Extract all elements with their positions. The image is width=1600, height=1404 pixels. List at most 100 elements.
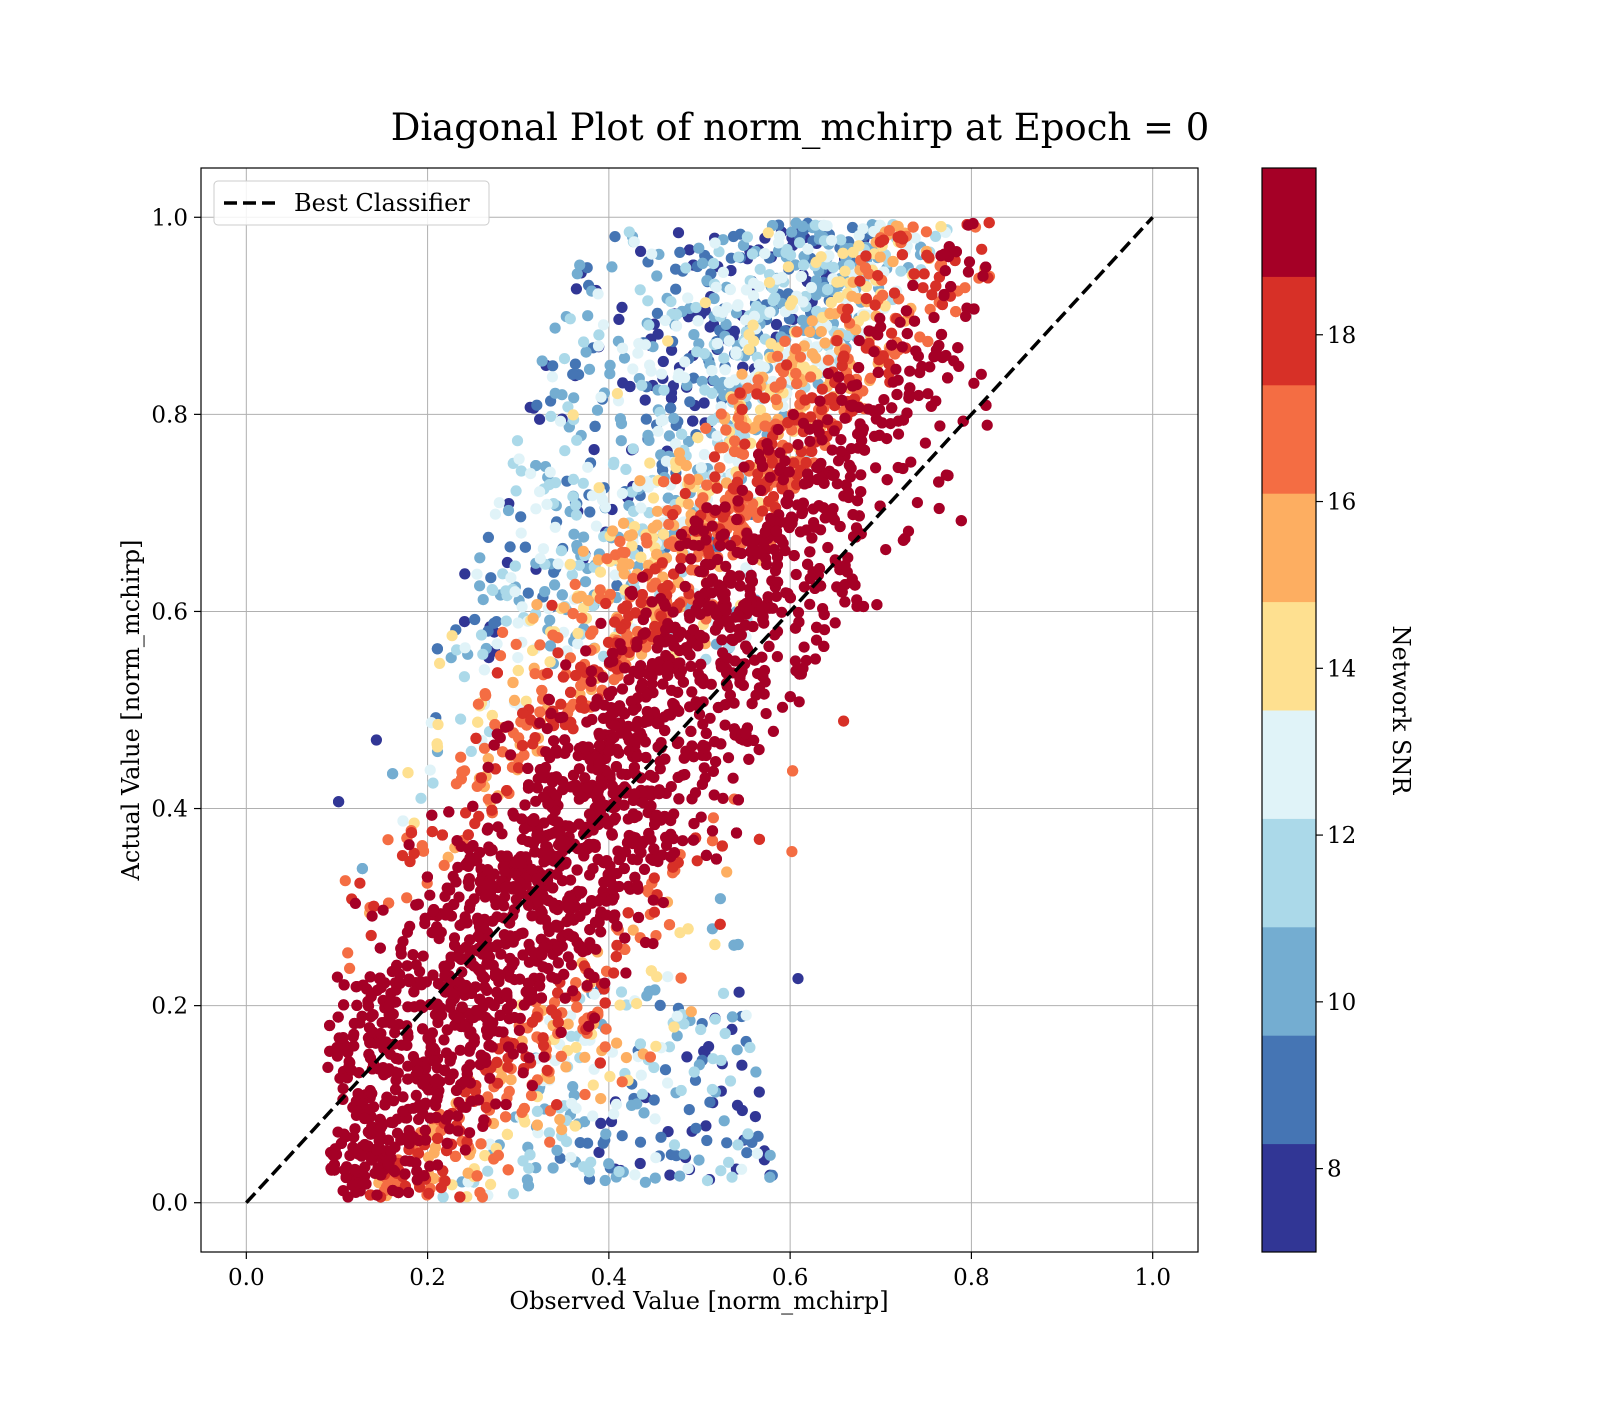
- scatter-point: [399, 1168, 410, 1179]
- scatter-point: [427, 826, 438, 837]
- scatter-point: [920, 438, 931, 449]
- scatter-point: [662, 971, 673, 982]
- scatter-point: [605, 360, 616, 371]
- scatter-point: [847, 380, 858, 391]
- scatter-point: [440, 909, 451, 920]
- scatter-point: [823, 368, 834, 379]
- scatter-point: [485, 572, 496, 583]
- scatter-point: [765, 1150, 776, 1161]
- scatter-point: [516, 528, 527, 539]
- scatter-point: [785, 691, 796, 702]
- scatter-point: [670, 473, 681, 484]
- scatter-point: [804, 436, 815, 447]
- scatter-point: [689, 1066, 700, 1077]
- scatter-point: [647, 581, 658, 592]
- scatter-point: [489, 719, 500, 730]
- scatter-point: [733, 939, 744, 950]
- scatter-point: [919, 268, 930, 279]
- scatter-point: [632, 348, 643, 359]
- scatter-point: [869, 346, 880, 357]
- scatter-point: [507, 808, 518, 819]
- scatter-point: [555, 699, 566, 710]
- scatter-point: [790, 343, 801, 354]
- scatter-point: [567, 491, 578, 502]
- scatter-point: [684, 474, 695, 485]
- scatter-point: [936, 329, 947, 340]
- scatter-point: [650, 1152, 661, 1163]
- scatter-point: [751, 388, 762, 399]
- scatter-point: [478, 594, 489, 605]
- scatter-point: [663, 519, 674, 530]
- scatter-point: [710, 1014, 721, 1025]
- scatter-point: [754, 1086, 765, 1097]
- scatter-point: [482, 1030, 493, 1041]
- scatter-point: [417, 1023, 428, 1034]
- scatter-point: [568, 474, 579, 485]
- scatter-point: [338, 1083, 349, 1094]
- scatter-point: [699, 385, 710, 396]
- scatter-point: [322, 1062, 333, 1073]
- scatter-point: [614, 1000, 625, 1011]
- scatter-point: [694, 591, 705, 602]
- scatter-point: [880, 544, 891, 555]
- scatter-point: [513, 617, 524, 628]
- scatter-point: [612, 388, 623, 399]
- scatter-point: [508, 1188, 519, 1199]
- scatter-point: [778, 538, 789, 549]
- scatter-point: [469, 614, 480, 625]
- scatter-point: [854, 335, 865, 346]
- scatter-point: [620, 967, 631, 978]
- scatter-point: [642, 295, 653, 306]
- scatter-point: [454, 1191, 465, 1202]
- scatter-point: [684, 613, 695, 624]
- scatter-point: [764, 1172, 775, 1183]
- scatter-point: [578, 336, 589, 347]
- scatter-point: [816, 326, 827, 337]
- scatter-point: [596, 801, 607, 812]
- scatter-point: [560, 1061, 571, 1072]
- scatter-point: [487, 1041, 498, 1052]
- scatter-point: [819, 624, 830, 635]
- scatter-point: [799, 642, 810, 653]
- scatter-point: [835, 521, 846, 532]
- scatter-point: [727, 1011, 738, 1022]
- scatter-point: [538, 1040, 549, 1051]
- scatter-point: [709, 471, 720, 482]
- scatter-point: [651, 971, 662, 982]
- scatter-point: [514, 453, 525, 464]
- scatter-point: [699, 449, 710, 460]
- scatter-point: [646, 366, 657, 377]
- scatter-point: [557, 589, 568, 600]
- scatter-point: [760, 421, 771, 432]
- scatter-point: [754, 834, 765, 845]
- scatter-point: [507, 677, 518, 688]
- scatter-point: [554, 1114, 565, 1125]
- scatter-point: [491, 1057, 502, 1068]
- scatter-point: [837, 248, 848, 259]
- scatter-point: [705, 713, 716, 724]
- scatter-point: [523, 1163, 534, 1174]
- scatter-point: [565, 313, 576, 324]
- scatter-point: [539, 1051, 550, 1062]
- scatter-point: [614, 536, 625, 547]
- scatter-point: [765, 472, 776, 483]
- scatter-point: [580, 576, 591, 587]
- scatter-point: [600, 1041, 611, 1052]
- scatter-point: [712, 338, 723, 349]
- scatter-point: [701, 1135, 712, 1146]
- scatter-point: [621, 600, 632, 611]
- scatter-point: [483, 762, 494, 773]
- scatter-point: [673, 772, 684, 783]
- scatter-point: [720, 1028, 731, 1039]
- scatter-point: [895, 266, 906, 277]
- scatter-point: [718, 988, 729, 999]
- scatter-point: [578, 1161, 589, 1172]
- scatter-point: [870, 462, 881, 473]
- scatter-point: [494, 497, 505, 508]
- scatter-point: [584, 869, 595, 880]
- scatter-point: [838, 716, 849, 727]
- scatter-point: [934, 420, 945, 431]
- scatter-point: [791, 218, 802, 229]
- scatter-point: [574, 260, 585, 271]
- scatter-point: [674, 247, 685, 258]
